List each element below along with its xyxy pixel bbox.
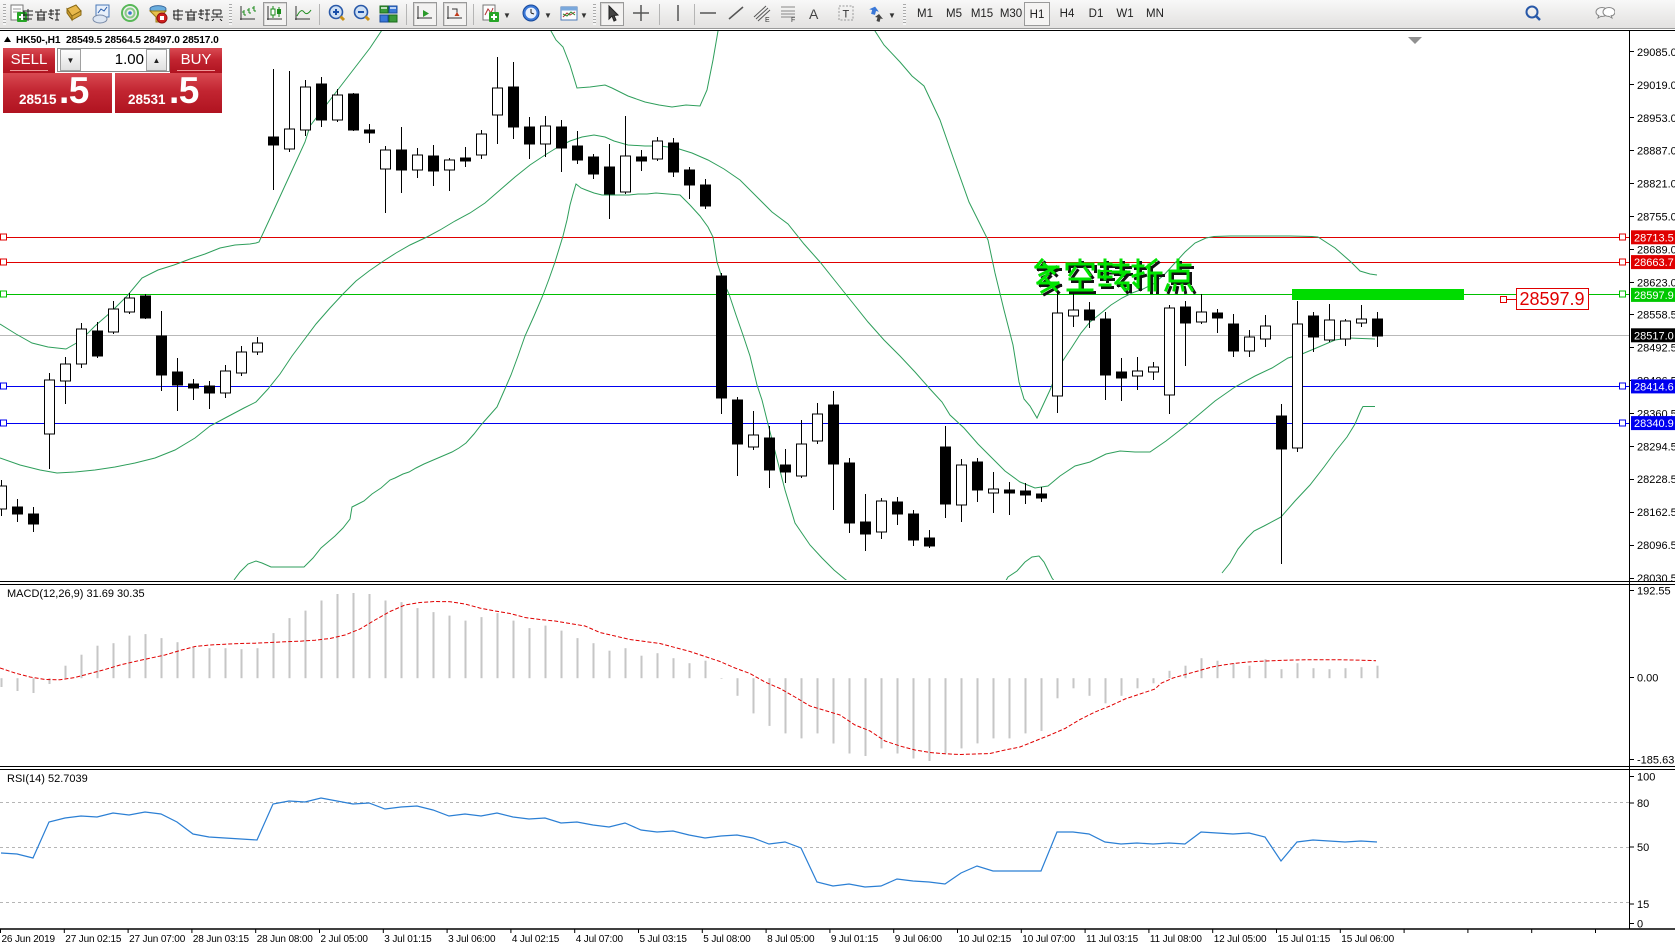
svg-text:28294.5: 28294.5 [1637,441,1675,453]
svg-text:HK50-,H1 28549.5 28564.5 2849: HK50-,H1 28549.5 28564.5 28497.0 28517.0 [16,35,219,46]
svg-text:3 Jul 01:15: 3 Jul 01:15 [384,934,432,945]
svg-text:F: F [791,17,795,24]
svg-text:100: 100 [1637,772,1655,784]
svg-text:27 Jun 02:15: 27 Jun 02:15 [65,934,122,945]
svg-text:28663.7: 28663.7 [1634,257,1674,269]
svg-text:28492.5: 28492.5 [1637,343,1675,355]
svg-text:28597.9: 28597.9 [1634,290,1674,302]
svg-text:15 Jul 01:15: 15 Jul 01:15 [1278,934,1331,945]
svg-text:8 Jul 05:00: 8 Jul 05:00 [767,934,815,945]
svg-text:E: E [765,17,770,24]
svg-text:26 Jun 2019: 26 Jun 2019 [2,934,56,945]
svg-text:192.55: 192.55 [1637,586,1671,598]
svg-text:12 Jul 05:00: 12 Jul 05:00 [1214,934,1267,945]
svg-text:2 Jul 05:00: 2 Jul 05:00 [321,934,369,945]
svg-text:29085.0: 29085.0 [1637,47,1675,59]
svg-text:28887.0: 28887.0 [1637,146,1675,158]
svg-text:9 Jul 01:15: 9 Jul 01:15 [831,934,879,945]
svg-text:28340.9: 28340.9 [1634,418,1674,430]
svg-text:28096.5: 28096.5 [1637,540,1675,552]
svg-text:10 Jul 07:00: 10 Jul 07:00 [1022,934,1075,945]
svg-text:28228.5: 28228.5 [1637,474,1675,486]
svg-text:0: 0 [1637,919,1643,931]
svg-text:MACD(12,26,9) 31.69 30.35: MACD(12,26,9) 31.69 30.35 [7,588,145,600]
svg-text:28953.0: 28953.0 [1637,113,1675,125]
svg-text:0.00: 0.00 [1637,673,1658,685]
svg-text:RSI(14) 52.7039: RSI(14) 52.7039 [7,773,88,785]
svg-text:28517.0: 28517.0 [1634,330,1674,342]
svg-text:28 Jun 03:15: 28 Jun 03:15 [193,934,250,945]
svg-text:28821.0: 28821.0 [1637,179,1675,191]
svg-text:28414.6: 28414.6 [1634,381,1674,393]
svg-text:28713.5: 28713.5 [1634,232,1674,244]
svg-text:29019.0: 29019.0 [1637,80,1675,92]
svg-text:80: 80 [1637,798,1649,810]
svg-text:9 Jul 06:00: 9 Jul 06:00 [895,934,943,945]
svg-text:28689.0: 28689.0 [1637,245,1675,257]
svg-text:28623.0: 28623.0 [1637,277,1675,289]
svg-text:28030.5: 28030.5 [1637,573,1675,585]
svg-text:11 Jul 03:15: 11 Jul 03:15 [1086,934,1139,945]
svg-text:28597.9: 28597.9 [1519,289,1584,309]
svg-text:-185.63: -185.63 [1637,755,1674,767]
svg-text:28 Jun 08:00: 28 Jun 08:00 [257,934,314,945]
svg-text:T: T [843,9,850,21]
svg-text:50: 50 [1637,842,1649,854]
svg-text:15: 15 [1637,899,1649,911]
svg-text:15 Jul 06:00: 15 Jul 06:00 [1341,934,1394,945]
svg-text:28162.5: 28162.5 [1637,507,1675,519]
svg-text:3 Jul 06:00: 3 Jul 06:00 [448,934,496,945]
svg-text:10 Jul 02:15: 10 Jul 02:15 [959,934,1012,945]
svg-text:4 Jul 02:15: 4 Jul 02:15 [512,934,560,945]
svg-text:11 Jul 08:00: 11 Jul 08:00 [1150,934,1203,945]
svg-text:4 Jul 07:00: 4 Jul 07:00 [576,934,624,945]
svg-text:27 Jun 07:00: 27 Jun 07:00 [129,934,186,945]
svg-text:28558.5: 28558.5 [1637,310,1675,322]
svg-text:5 Jul 08:00: 5 Jul 08:00 [703,934,751,945]
svg-text:28755.0: 28755.0 [1637,212,1675,224]
svg-text:5 Jul 03:15: 5 Jul 03:15 [640,934,688,945]
